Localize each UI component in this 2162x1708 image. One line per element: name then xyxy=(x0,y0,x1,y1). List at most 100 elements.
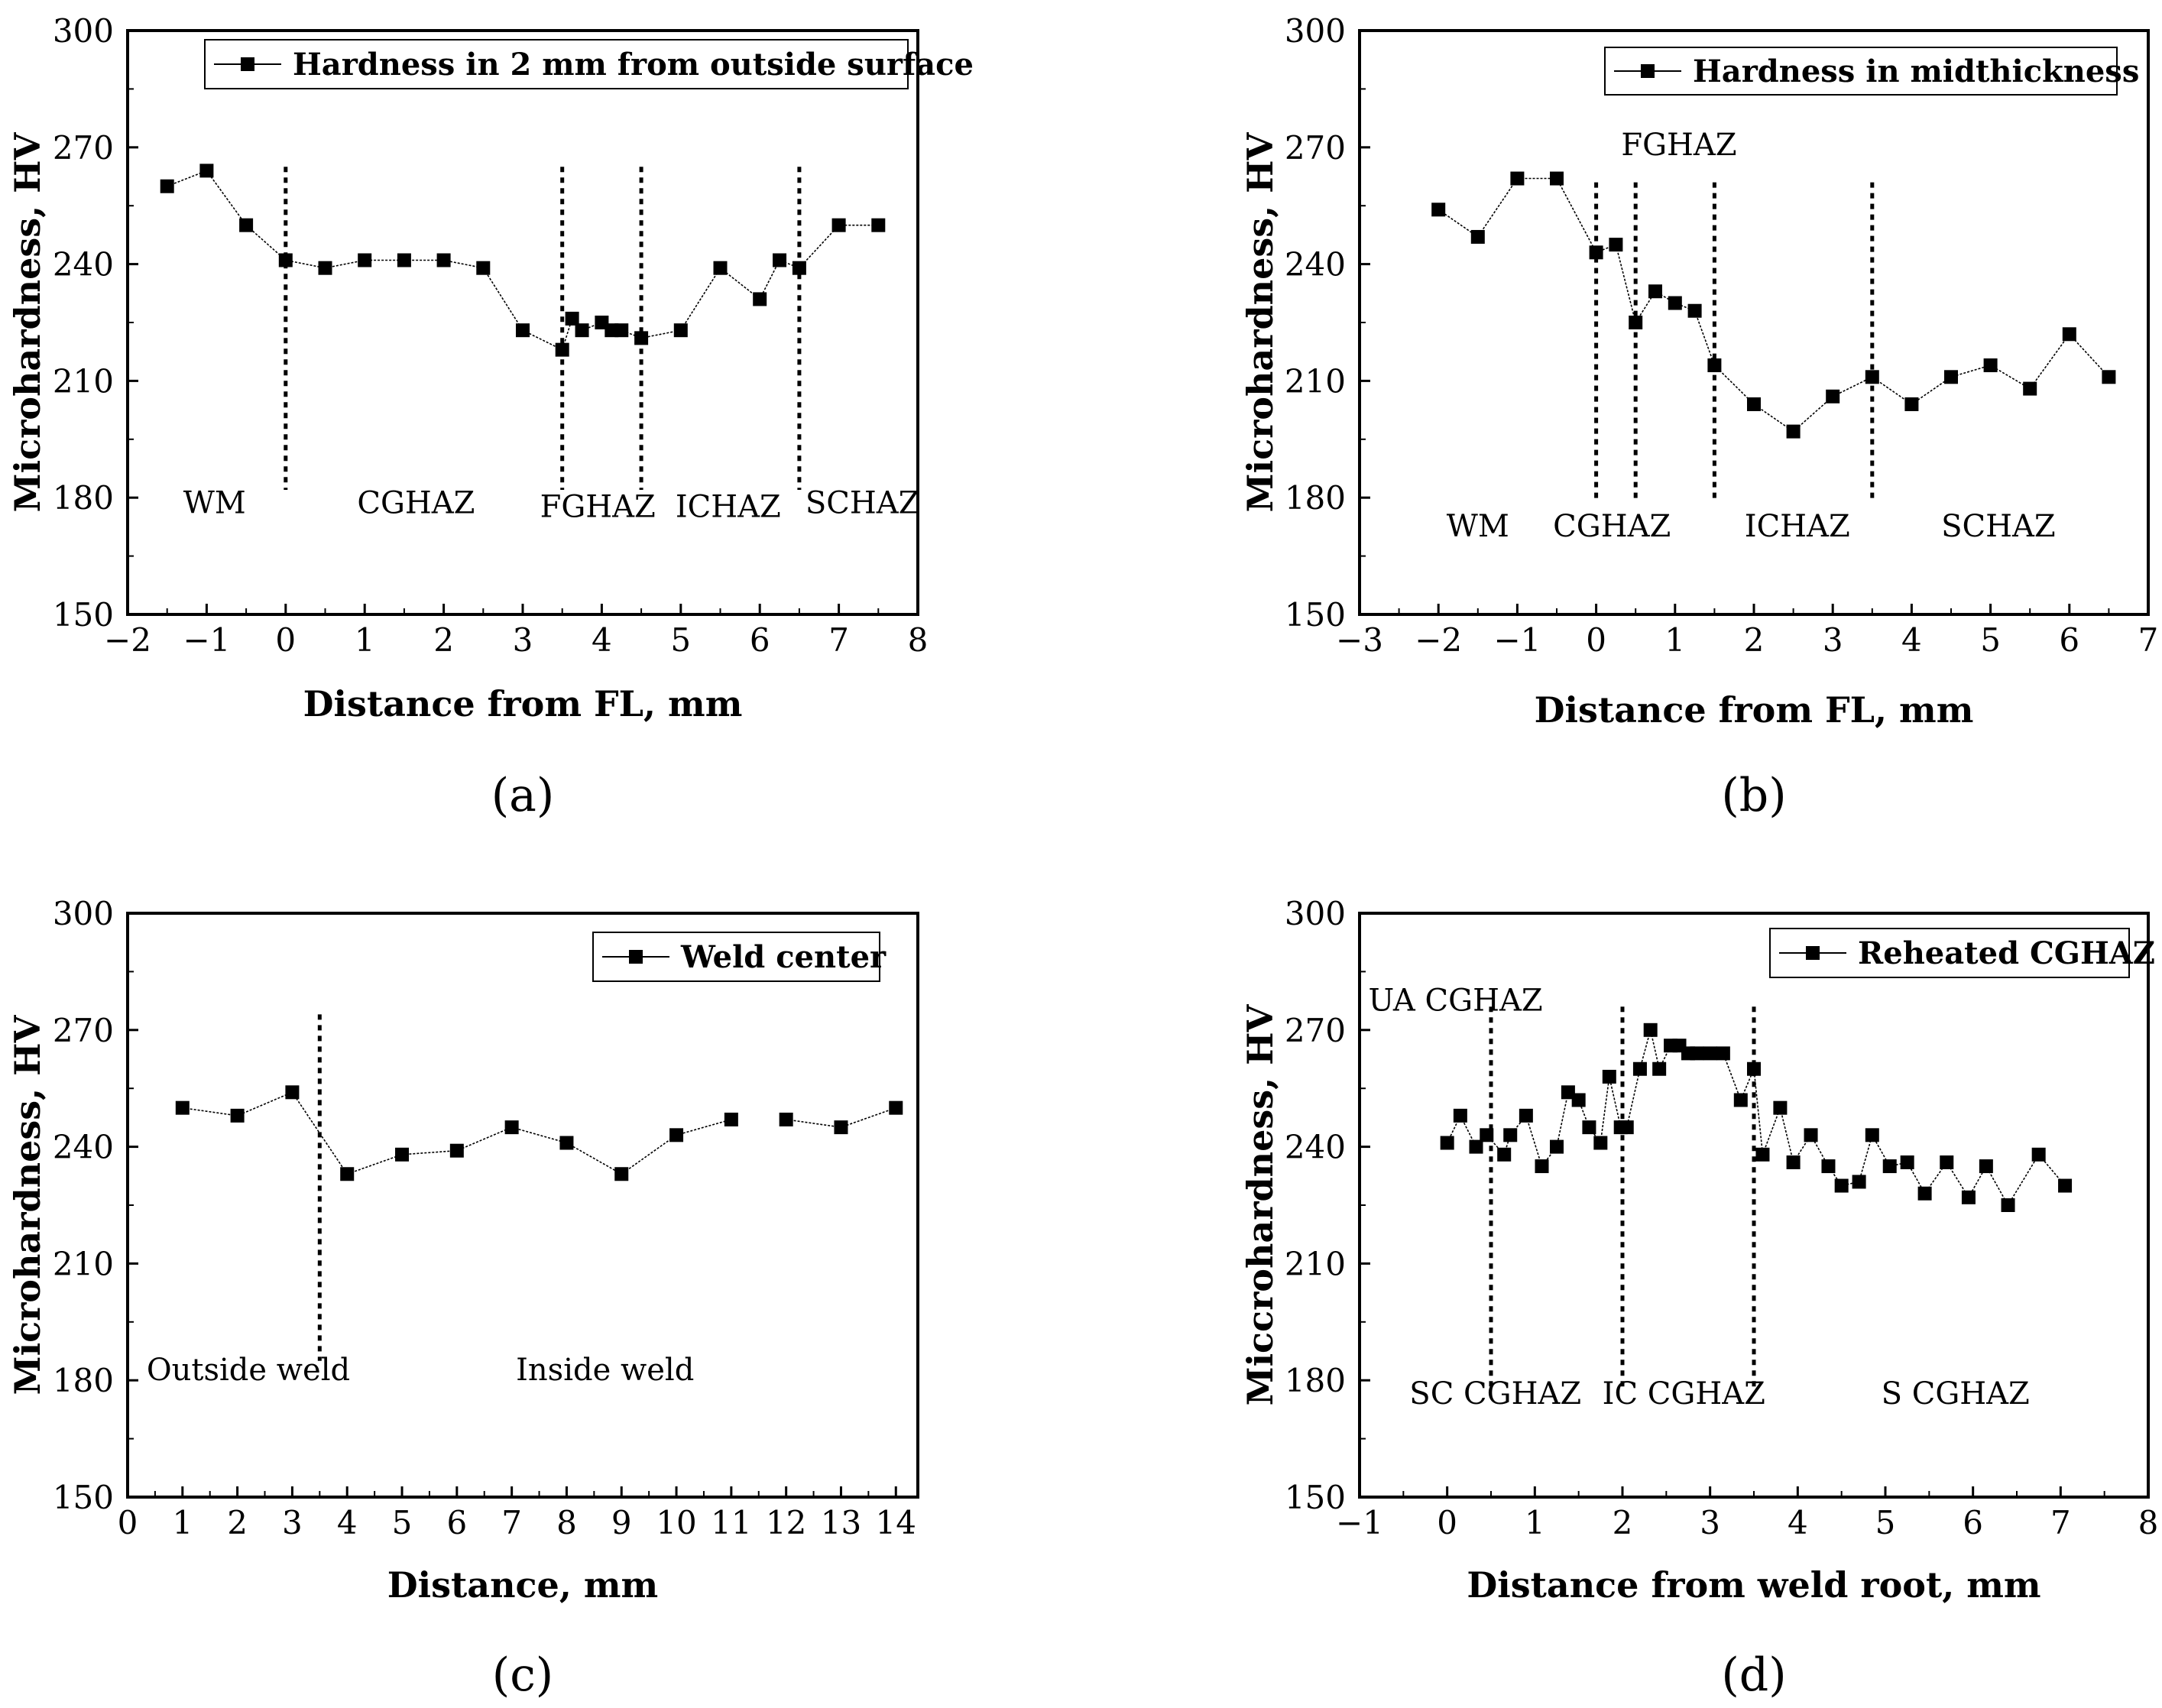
x-tick-label: 3 xyxy=(513,621,533,659)
data-point-marker xyxy=(278,253,293,267)
x-tick-label: 10 xyxy=(656,1504,696,1541)
data-point-marker xyxy=(1609,238,1623,252)
data-point-marker xyxy=(713,261,728,275)
data-point-marker xyxy=(1786,1155,1801,1169)
chart-panel-b: −3 −2 −1 0 1 2 3 4 5 6 7 150 180 210 240 270 300 Distance… xyxy=(1240,12,2158,822)
zone-label: FGHAZ xyxy=(1621,128,1736,163)
data-point-marker xyxy=(476,261,491,275)
y-axis-title: Microhardness, HV xyxy=(7,131,48,512)
data-point-marker xyxy=(634,331,649,345)
y-tick-label: 210 xyxy=(53,362,114,400)
data-point-marker xyxy=(1593,1136,1608,1150)
data-point-marker xyxy=(340,1167,355,1181)
data-point-marker xyxy=(1510,171,1525,186)
x-tick-label: 3 xyxy=(1823,621,1843,659)
data-point-marker xyxy=(160,179,174,193)
data-point-marker xyxy=(2102,370,2116,384)
data-point-marker xyxy=(2062,327,2076,342)
data-point-marker xyxy=(2058,1178,2073,1193)
x-tick-label: −2 xyxy=(104,621,151,659)
x-tick-label: 7 xyxy=(2138,621,2159,659)
x-axis-title: Distance from weld root, mm xyxy=(1467,1564,2040,1606)
x-tick-label: 11 xyxy=(711,1504,751,1541)
data-point-marker xyxy=(1503,1128,1518,1142)
legend-label: Hardness in 2 mm from outside surface xyxy=(293,47,974,83)
data-point-marker xyxy=(1550,171,1564,186)
x-tick-label: 4 xyxy=(1901,621,1922,659)
y-tick-label: 270 xyxy=(53,129,114,167)
data-point-marker xyxy=(1652,1061,1667,1076)
x-tick-label: 1 xyxy=(172,1504,193,1541)
x-tick-label: 8 xyxy=(556,1504,577,1541)
data-point-marker xyxy=(397,253,411,267)
y-tick-label: 240 xyxy=(53,246,114,284)
zone-label: IC CGHAZ xyxy=(1603,1376,1765,1411)
y-axis-title: Microhardness, HV xyxy=(1240,131,1281,512)
zone-label: UA CGHAZ xyxy=(1368,983,1542,1018)
data-point-marker xyxy=(1983,358,1998,373)
zone-label: FGHAZ xyxy=(540,490,656,525)
data-point-marker xyxy=(395,1147,410,1162)
data-point-marker xyxy=(1834,1178,1849,1193)
x-tick-label: 12 xyxy=(766,1504,806,1541)
data-point-marker xyxy=(1826,389,1840,404)
y-tick-label: 300 xyxy=(53,895,114,932)
y-tick-label: 300 xyxy=(53,12,114,50)
data-point-marker xyxy=(175,1100,190,1115)
x-tick-label: 4 xyxy=(1788,1504,1808,1541)
data-point-marker xyxy=(318,261,332,275)
zone-label: ICHAZ xyxy=(676,490,781,525)
x-tick-label: 8 xyxy=(908,621,929,659)
x-tick-label: 14 xyxy=(876,1504,916,1541)
x-tick-label: 9 xyxy=(611,1504,632,1541)
data-point-marker xyxy=(1821,1159,1836,1174)
data-point-marker xyxy=(565,311,579,326)
legend-box xyxy=(204,39,909,89)
data-point-marker xyxy=(559,1136,574,1150)
y-tick-label: 150 xyxy=(1285,596,1346,634)
data-point-marker xyxy=(1773,1100,1788,1115)
x-tick-label: 7 xyxy=(828,621,849,659)
data-point-marker xyxy=(1480,1128,1494,1142)
panel-label: (b) xyxy=(1721,769,1786,822)
data-point-marker xyxy=(230,1108,245,1123)
x-tick-label: −3 xyxy=(1336,621,1383,659)
data-point-marker xyxy=(1561,1085,1575,1100)
data-point-marker xyxy=(614,323,629,338)
zone-label: SC CGHAZ xyxy=(1409,1376,1581,1411)
data-point-marker xyxy=(1747,397,1761,411)
data-point-marker xyxy=(449,1143,464,1158)
legend-marker xyxy=(1806,946,1820,960)
data-point-marker xyxy=(724,1112,738,1126)
x-tick-label: 0 xyxy=(275,621,296,659)
data-point-marker xyxy=(669,1128,684,1142)
data-point-marker xyxy=(1940,1155,1954,1169)
x-tick-label: 6 xyxy=(1963,1504,1983,1541)
x-tick-label: 5 xyxy=(670,621,691,659)
panel-label: (c) xyxy=(492,1648,553,1702)
data-point-marker xyxy=(1687,303,1702,318)
x-tick-label: 6 xyxy=(446,1504,467,1541)
data-point-marker xyxy=(1668,296,1682,310)
x-tick-label: −2 xyxy=(1415,621,1462,659)
data-point-marker xyxy=(555,342,569,357)
x-tick-label: 2 xyxy=(1613,1504,1633,1541)
x-tick-label: 5 xyxy=(1980,621,2001,659)
x-tick-label: 2 xyxy=(433,621,454,659)
y-tick-label: 180 xyxy=(1285,479,1346,517)
data-point-marker xyxy=(1755,1147,1770,1162)
data-point-marker xyxy=(1453,1108,1467,1123)
zone-label: WM xyxy=(183,486,246,521)
data-point-marker xyxy=(1519,1108,1533,1123)
data-point-marker xyxy=(779,1112,793,1126)
zone-label: S CGHAZ xyxy=(1882,1376,2030,1411)
data-point-marker xyxy=(2031,1147,2046,1162)
data-point-marker xyxy=(199,164,214,178)
data-point-marker xyxy=(1944,370,1958,384)
data-point-marker xyxy=(1582,1120,1596,1135)
x-tick-label: 2 xyxy=(1744,621,1765,659)
x-tick-label: −1 xyxy=(183,621,230,659)
y-tick-label: 300 xyxy=(1285,895,1346,932)
